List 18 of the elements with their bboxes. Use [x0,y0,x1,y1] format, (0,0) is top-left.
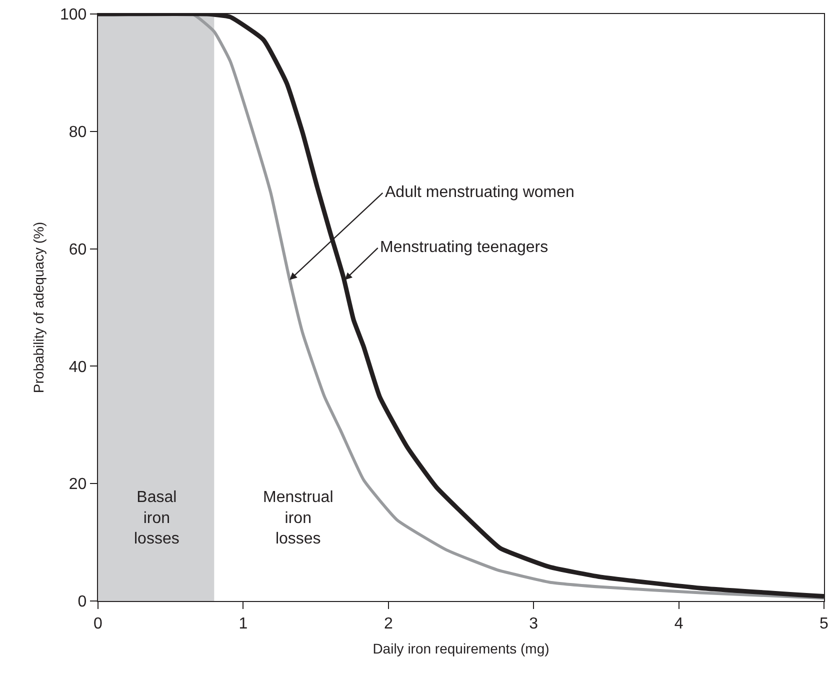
band-label: Basal iron losses [134,489,180,548]
annotation: Adult menstruating women [385,184,574,201]
x-tick-label: 0 [94,615,103,632]
y-tick-label: 0 [78,594,87,611]
y-tick-label: 20 [68,476,87,494]
y-axis-title: Probability of adequacy (%) [30,222,47,394]
annotation: Menstruating teenagers [380,239,548,256]
x-tick-label: 1 [238,615,248,632]
y-tick-label: 40 [68,358,87,376]
annotation: Menstrual iron losses [263,489,334,548]
x-axis-title: Daily iron requirements (mg) [372,640,550,657]
y-tick-label: 60 [68,241,87,258]
x-tick-label: 4 [674,615,684,632]
x-tick-label: 5 [820,615,829,632]
y-tick-label: 80 [68,124,87,141]
y-tick-label: 100 [60,6,87,24]
x-tick-label: 2 [384,615,393,632]
x-tick-label: 3 [529,615,538,632]
